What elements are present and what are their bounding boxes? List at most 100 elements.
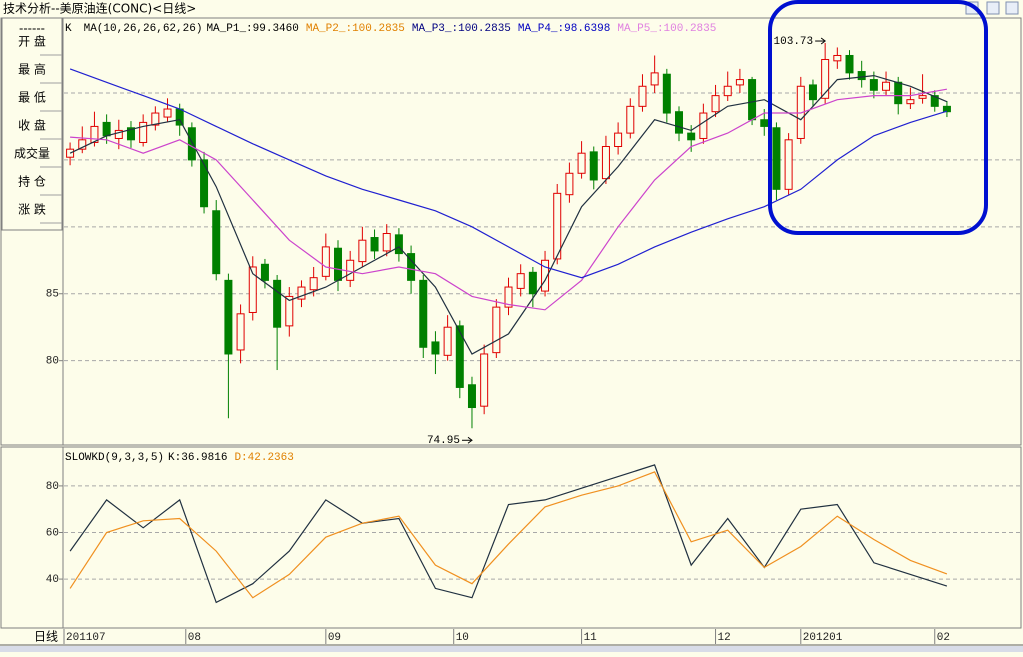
side-panel-item: 涨 跌 <box>18 202 46 217</box>
window-button[interactable] <box>1005 1 1019 15</box>
candle-body <box>382 233 391 252</box>
legend-item: MA_P3_:100.2835 <box>412 23 511 35</box>
extreme-arrowhead <box>467 436 473 444</box>
series-label: K <box>65 23 72 35</box>
series-line <box>69 471 948 599</box>
candle-body <box>224 279 233 355</box>
side-panel-item: 持 仓 <box>18 174 46 189</box>
candle-body <box>90 125 99 143</box>
candle-body <box>894 81 903 105</box>
candle-body <box>139 121 148 143</box>
candle-body <box>930 95 939 107</box>
candle-body <box>516 273 525 289</box>
extreme-arrowhead <box>820 37 826 45</box>
extreme-label: 74.95 <box>427 435 460 447</box>
candle-body <box>260 263 269 281</box>
period-label: 日线 <box>34 630 58 644</box>
candle-body <box>492 306 501 354</box>
candle-body <box>748 79 757 121</box>
candle-body <box>687 132 696 141</box>
candle-body <box>882 81 891 91</box>
x-tick-label: 02 <box>937 632 950 644</box>
candle-body <box>675 111 684 134</box>
candle-body <box>163 108 172 118</box>
title-bar <box>0 0 1023 17</box>
candle-body <box>845 54 854 74</box>
side-panel-item: 开 盘 <box>18 34 46 49</box>
candle-body <box>601 146 610 180</box>
x-tick-label: 09 <box>328 632 341 644</box>
series-line <box>69 68 948 279</box>
candle-body <box>334 247 343 281</box>
status-bar <box>0 646 1023 652</box>
legend-item: MA_P2_:100.2835 <box>306 23 405 35</box>
candle-body <box>273 279 282 328</box>
candle-body <box>504 286 513 308</box>
x-tick-label: 201201 <box>803 632 843 644</box>
candle-body <box>297 286 306 300</box>
candle-body <box>541 259 550 292</box>
candle-body <box>78 139 87 150</box>
y-tick-label: 85 <box>46 289 59 301</box>
candle-body <box>285 295 294 327</box>
y-tick-label: 80 <box>46 356 59 368</box>
series-line <box>69 74 948 355</box>
candle-body <box>942 105 951 113</box>
candle-body <box>650 72 659 86</box>
window-button[interactable] <box>986 1 1000 15</box>
candle-body <box>857 71 866 81</box>
candle-body <box>723 85 732 97</box>
candle-body <box>321 246 330 277</box>
x-tick-label: 10 <box>456 632 469 644</box>
indicator-label: SLOWKD(9,3,3,5) <box>65 452 164 464</box>
side-panel-item: 最 低 <box>18 91 46 105</box>
candle-body <box>187 127 196 161</box>
candle-body <box>577 152 586 174</box>
candle-body <box>407 253 416 281</box>
candle-body <box>346 259 355 281</box>
candle-body <box>151 112 160 126</box>
price-panel: 80859095100201107080910111220120102KMA(1… <box>0 17 1022 644</box>
candle-body <box>869 79 878 91</box>
x-tick-label: 12 <box>718 632 731 644</box>
candle-body <box>821 58 830 99</box>
x-tick-label: 08 <box>188 632 201 644</box>
candle-body <box>443 326 452 356</box>
candle-body <box>102 121 111 137</box>
side-panel-item: 收 盘 <box>18 118 46 133</box>
window-title: 技术分析--美原油连(CONC)<日线> <box>3 1 196 16</box>
candle-body <box>175 108 184 126</box>
candle-body <box>614 132 623 148</box>
candle-body <box>248 266 257 313</box>
candle-body <box>419 279 428 348</box>
candle-body <box>126 127 135 141</box>
candle-body <box>662 73 671 114</box>
candle-body <box>772 127 781 190</box>
candle-body <box>638 85 647 107</box>
candle-body <box>918 95 927 99</box>
candle-body <box>394 234 403 255</box>
candle-body <box>589 151 598 181</box>
candle-body <box>528 271 537 295</box>
side-panel-header: ------ <box>19 22 45 36</box>
candle-body <box>699 112 708 139</box>
candle-body <box>236 313 245 351</box>
candle-body <box>358 239 367 263</box>
extreme-label: 103.73 <box>774 36 814 48</box>
candle-body <box>711 95 720 113</box>
candle-body <box>626 105 635 134</box>
candle-body <box>760 119 769 127</box>
candle-body <box>309 277 318 291</box>
y-tick-label: 60 <box>46 527 59 539</box>
y-tick-label: 40 <box>46 574 59 586</box>
candle-body <box>200 159 209 208</box>
candle-body <box>553 192 562 260</box>
candle-body <box>784 139 793 190</box>
candle-body <box>565 172 574 196</box>
plot-frame <box>0 17 1022 446</box>
highlight-box <box>768 0 988 235</box>
candle-body <box>212 210 221 275</box>
x-tick-label: 11 <box>584 632 598 644</box>
